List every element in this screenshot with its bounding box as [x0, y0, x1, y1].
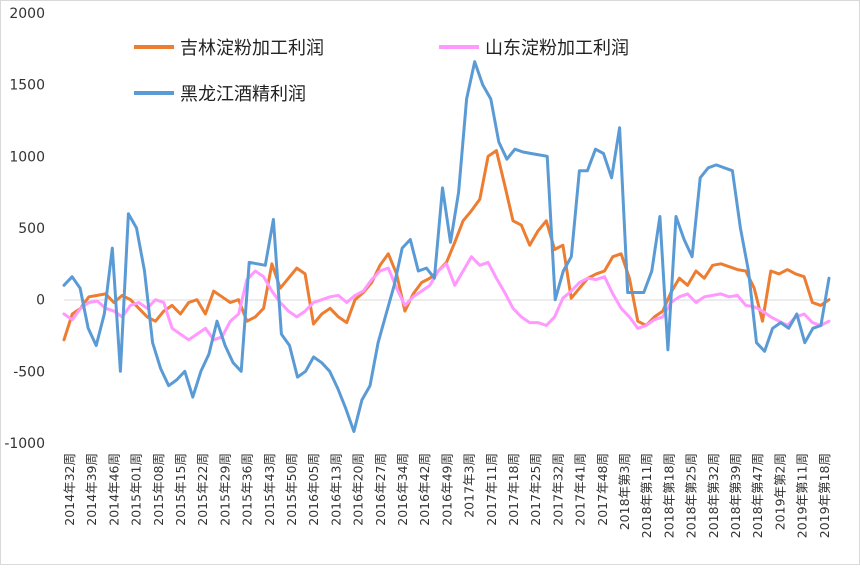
legend-label-0: 吉林淀粉加工利润	[180, 38, 324, 59]
x-axis-labels: 2014年32周 2014年39周 2014年46周 2015年01周 2015年08周…	[62, 453, 832, 538]
x-tick-label: 2015年36周	[240, 453, 255, 526]
y-tick-label: 1000	[9, 149, 45, 165]
x-tick-label: 2016年42周	[417, 453, 432, 526]
series-line-2	[62, 60, 831, 433]
x-tick-label: 2015年50周	[284, 453, 299, 526]
x-tick-label: 2016年13周	[328, 453, 343, 526]
x-tick-label: 2014年32周	[62, 453, 77, 526]
x-tick-label: 2018年第25周	[684, 453, 699, 538]
x-tick-label: 2019年第18周	[817, 453, 832, 538]
y-axis: -1000 -500 0 500 1000 1500 2000	[4, 6, 45, 452]
x-tick-label: 2015年29周	[217, 453, 232, 526]
x-tick-label: 2016年27周	[373, 453, 388, 526]
x-tick-label: 2017年11周	[484, 453, 499, 526]
x-tick-label: 2015年22周	[195, 453, 210, 526]
x-tick-label: 2016年20周	[351, 453, 366, 526]
x-tick-label: 2017年18周	[506, 453, 521, 526]
x-tick-label: 2018年第47周	[750, 453, 765, 538]
y-tick-label: 0	[36, 293, 45, 309]
x-tick-label: 2015年08周	[151, 453, 166, 526]
x-tick-label: 2014年46周	[106, 453, 121, 526]
x-tick-label: 2017年41周	[573, 453, 588, 526]
x-tick-label: 2018年第32周	[706, 453, 721, 538]
y-tick-label: 500	[18, 221, 45, 237]
x-tick-label: 2018年第18周	[661, 453, 676, 538]
x-tick-label: 2015年01周	[129, 453, 144, 526]
x-tick-label: 2018年第39周	[728, 453, 743, 538]
x-tick-label: 2017年3周	[462, 453, 477, 518]
y-tick-label: 2000	[9, 6, 45, 22]
x-tick-label: 2019年第2周	[772, 453, 787, 530]
x-tick-label: 2017年25周	[528, 453, 543, 526]
series-line-0	[62, 149, 831, 342]
y-tick-label: 1500	[9, 78, 45, 94]
legend-label-1: 山东淀粉加工利润	[485, 38, 629, 59]
x-tick-label: 2016年49周	[439, 453, 454, 526]
series-line-1	[62, 255, 831, 342]
legend-label-2: 黑龙江酒精利润	[180, 84, 306, 105]
series-lines	[62, 60, 831, 433]
x-tick-label: 2015年43周	[262, 453, 277, 526]
x-tick-label: 2017年32周	[550, 453, 565, 526]
x-tick-label: 2018年第11周	[639, 453, 654, 538]
x-tick-label: 2019年第11周	[795, 453, 810, 538]
y-tick-label: -500	[13, 364, 45, 380]
y-tick-label: -1000	[4, 436, 45, 452]
x-tick-label: 2018年第3周	[617, 453, 632, 530]
x-tick-label: 2016年34周	[395, 453, 410, 526]
x-tick-label: 2015年15周	[173, 453, 188, 526]
x-tick-label: 2017年48周	[595, 453, 610, 526]
x-tick-label: 2016年05周	[306, 453, 321, 526]
x-tick-label: 2014年39周	[84, 453, 99, 526]
